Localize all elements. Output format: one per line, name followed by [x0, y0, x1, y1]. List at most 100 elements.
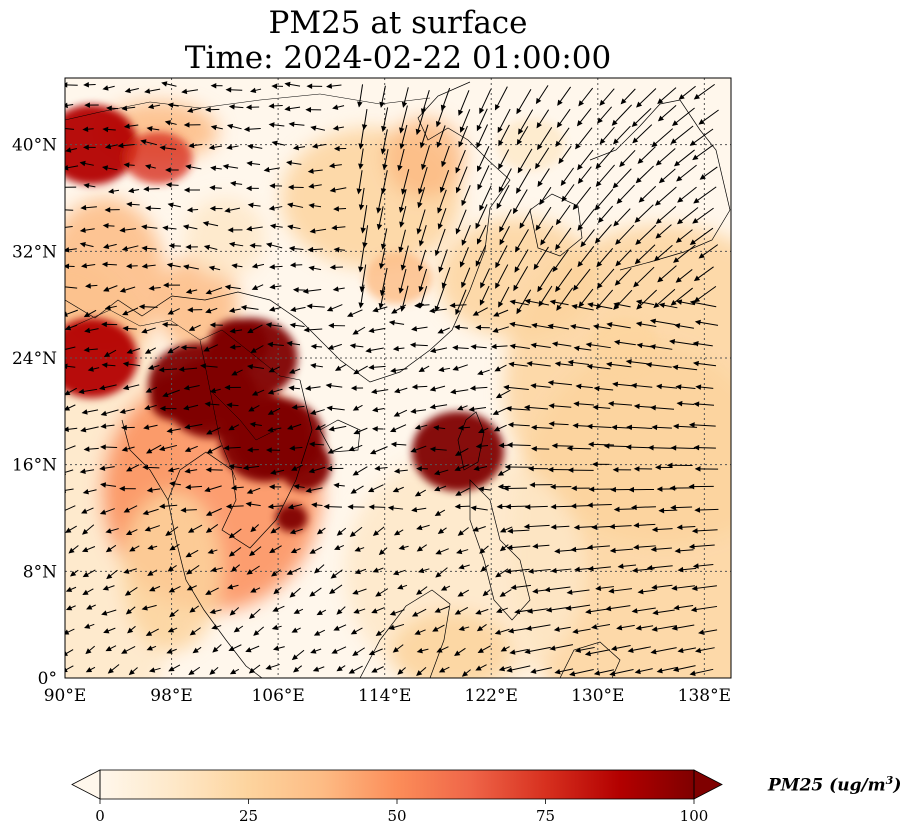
wind-arrow-head	[677, 196, 684, 203]
wind-arrow-head	[434, 249, 441, 257]
pm25-hotspot	[124, 132, 193, 184]
wind-arrow-head	[593, 670, 601, 676]
wind-arrow-head	[65, 325, 72, 331]
wind-arrow-head	[495, 571, 502, 578]
wind-arrow-head	[268, 122, 275, 128]
wind-arrow-head	[311, 143, 319, 149]
wind-arrow-head	[83, 182, 90, 189]
wind-arrow-head	[455, 490, 462, 496]
wind-arrow-head	[574, 566, 581, 573]
wind-arrow-head	[496, 607, 503, 614]
wind-arrow-head	[306, 303, 313, 309]
wind-arrow-head	[510, 584, 517, 590]
wind-arrow-head	[673, 604, 680, 611]
wind-arrow-head	[203, 346, 210, 352]
wind-arrow-head	[267, 427, 274, 433]
wind-arrow-head	[592, 324, 600, 330]
wind-arrow-head	[633, 544, 639, 550]
wind-arrow-head	[305, 385, 312, 391]
wind-arrow-head	[635, 299, 643, 305]
wind-arrow-head	[326, 405, 333, 412]
wind-arrow-head	[205, 589, 212, 595]
wind-arrow-head	[158, 366, 165, 373]
wind-arrow-head	[146, 645, 153, 651]
wind-arrow-head	[573, 345, 580, 352]
wind-arrow-head	[329, 187, 336, 193]
wind-arrow-head	[436, 647, 443, 653]
wind-arrow-head	[82, 489, 89, 495]
wind-arrow-head	[185, 552, 192, 558]
wind-arrow-head	[605, 605, 612, 612]
wind-arrow-head	[436, 141, 442, 148]
wind-arrow-head	[636, 303, 643, 310]
wind-arrow-head	[82, 571, 89, 578]
wind-arrow-shaft	[65, 209, 74, 211]
wind-arrow-head	[187, 307, 193, 313]
pm25-blob	[65, 198, 165, 358]
wind-arrow-shaft	[65, 225, 73, 228]
wind-arrow-head	[316, 528, 324, 535]
wind-arrow-head	[267, 409, 275, 415]
wind-arrow-head	[416, 228, 422, 235]
wind-arrow-head	[314, 567, 321, 574]
wind-arrow-head	[186, 585, 194, 591]
wind-arrow-head	[482, 590, 489, 597]
wind-arrow-head	[561, 195, 568, 202]
wind-arrow-head	[65, 363, 68, 370]
wind-arrow-head	[228, 463, 235, 470]
wind-arrow-head	[368, 364, 375, 371]
wind-arrow-head	[82, 528, 89, 535]
wind-arrow-head	[620, 98, 627, 105]
wind-arrow-head	[166, 262, 173, 268]
wind-arrow-head	[577, 177, 584, 184]
wind-arrow-head	[79, 227, 86, 233]
wind-arrow-head	[372, 567, 379, 573]
wind-arrow-head	[499, 545, 507, 552]
wind-arrow-head	[309, 591, 316, 597]
wind-arrow-head	[204, 401, 211, 407]
wind-arrow-head	[231, 370, 238, 376]
pm25-blob	[184, 198, 265, 278]
wind-arrow-head	[229, 609, 236, 616]
wind-arrow-head	[461, 281, 467, 289]
wind-arrow-head	[245, 647, 252, 653]
wind-arrow-head	[270, 469, 277, 475]
wind-arrow-head	[567, 467, 574, 473]
wind-arrow-head	[388, 624, 395, 631]
wind-arrow-head	[636, 342, 643, 349]
malay-peninsula	[167, 499, 263, 678]
wind-arrow-head	[146, 126, 153, 132]
wind-arrow-head	[145, 205, 151, 211]
wind-arrow-head	[143, 424, 150, 430]
wind-arrow-head	[634, 258, 641, 265]
colorbar-tick-label: 0	[95, 807, 105, 825]
wind-arrow-shaft	[672, 107, 695, 126]
wind-arrow-head	[475, 222, 481, 230]
wind-arrow-head	[375, 591, 382, 597]
wind-arrow-head	[469, 385, 476, 391]
wind-arrow-head	[457, 425, 464, 431]
pm25-blob	[384, 118, 465, 198]
wind-arrow-head	[416, 465, 422, 472]
wind-arrow-head	[348, 668, 355, 674]
wind-arrow-head	[362, 242, 368, 249]
wind-arrow-head	[350, 385, 357, 391]
wind-arrow-head	[333, 625, 340, 631]
wind-arrow-head	[81, 547, 89, 553]
wind-arrow-head	[224, 384, 231, 391]
wind-arrow-head	[514, 266, 520, 273]
wind-arrow-head	[105, 546, 113, 553]
wind-arrow-head	[515, 246, 521, 253]
wind-arrow-head	[434, 486, 441, 492]
wind-arrow-head	[594, 237, 601, 244]
wind-arrow-head	[141, 328, 148, 334]
wind-arrow-head	[494, 366, 501, 372]
wind-arrow-head	[530, 383, 537, 389]
wind-arrow-head	[326, 83, 333, 89]
wind-arrow-head	[144, 88, 151, 94]
wind-arrow-head	[417, 188, 424, 195]
wind-arrow-head	[336, 665, 343, 672]
wind-arrow-head	[657, 115, 664, 122]
wind-arrow-head	[454, 503, 461, 510]
wind-arrow-head	[207, 548, 214, 555]
